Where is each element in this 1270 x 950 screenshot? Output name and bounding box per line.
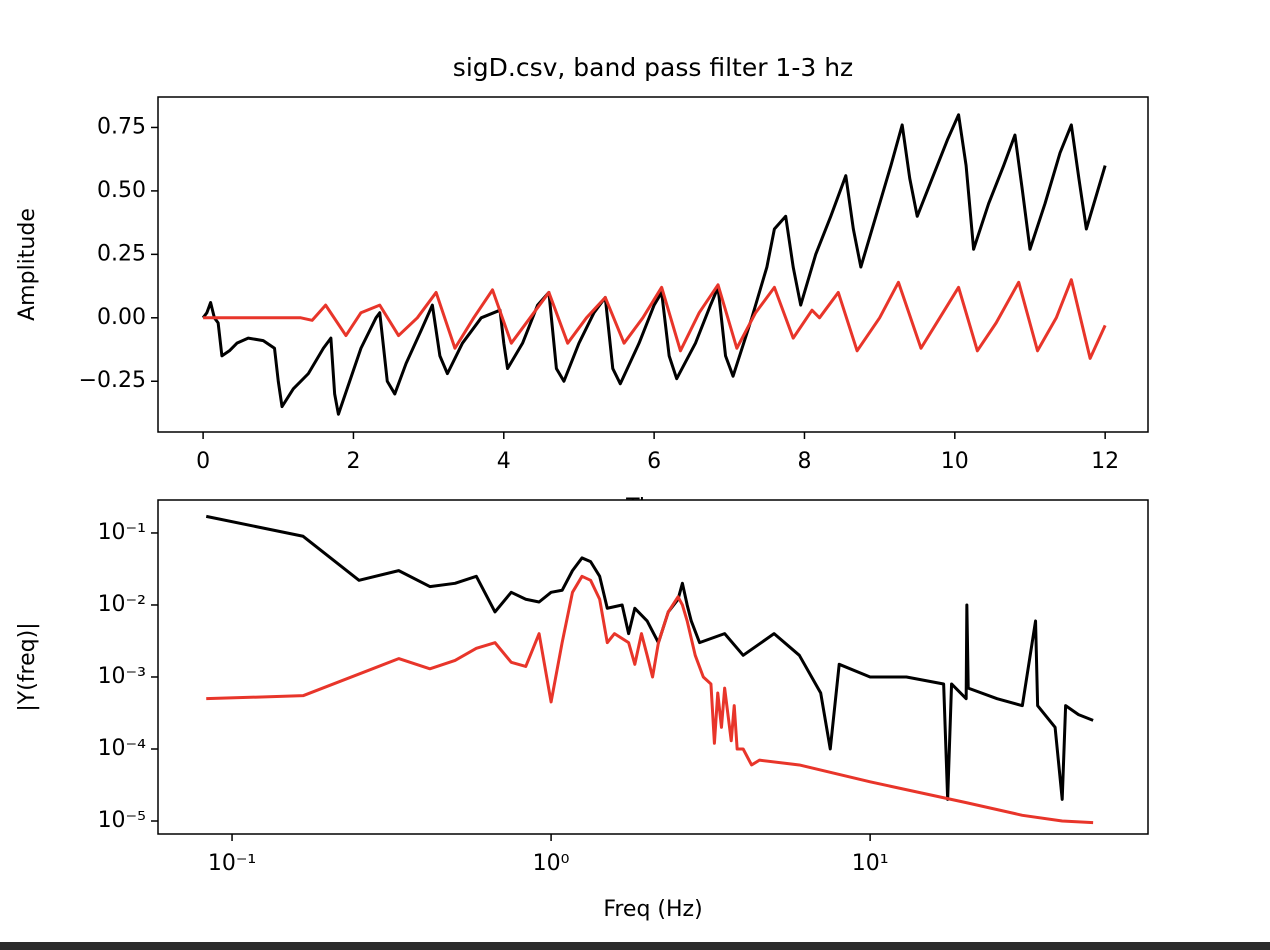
- axes-frame: [157, 499, 1149, 835]
- x-tick-label: 8: [797, 449, 811, 474]
- x-tick-label: 0: [196, 449, 210, 474]
- y-tick-label: 10⁻³: [98, 664, 146, 689]
- x-tick-label: 6: [647, 449, 661, 474]
- y-tick-label: 10⁻⁵: [98, 808, 146, 833]
- y-tick-label: 10⁻¹: [98, 520, 146, 545]
- y-tick-label: −0.25: [79, 368, 146, 393]
- y-tick-label: 10⁻²: [98, 592, 146, 617]
- y-axis-label: |Y(freq)|: [15, 622, 40, 711]
- y-axis-label: Amplitude: [15, 208, 40, 321]
- y-tick-label: 0.25: [97, 241, 146, 266]
- x-tick-label: 10¹: [852, 851, 889, 876]
- x-axis-label: Freq (Hz): [603, 897, 702, 922]
- x-tick-label: 10⁻¹: [208, 851, 256, 876]
- x-tick-label: 12: [1091, 449, 1119, 474]
- x-tick-label: 2: [346, 449, 360, 474]
- data-line: [205, 514, 1094, 801]
- axes-background: [158, 97, 1148, 432]
- y-tick-label: 0.75: [97, 114, 146, 139]
- data-line: [203, 278, 1107, 360]
- data-line: [201, 113, 1107, 416]
- y-tick-label: 0.00: [97, 305, 146, 330]
- x-tick-label: 10⁰: [533, 851, 570, 876]
- y-tick-label: 0.50: [97, 178, 146, 203]
- data-line: [206, 574, 1094, 825]
- x-tick-label: 4: [497, 449, 511, 474]
- chart-title: sigD.csv, band pass filter 1-3 hz: [453, 53, 853, 82]
- taskbar: [0, 942, 1270, 950]
- x-tick-label: 10: [941, 449, 969, 474]
- axes-frame: [157, 96, 1149, 433]
- y-tick-label: 10⁻⁴: [98, 736, 147, 761]
